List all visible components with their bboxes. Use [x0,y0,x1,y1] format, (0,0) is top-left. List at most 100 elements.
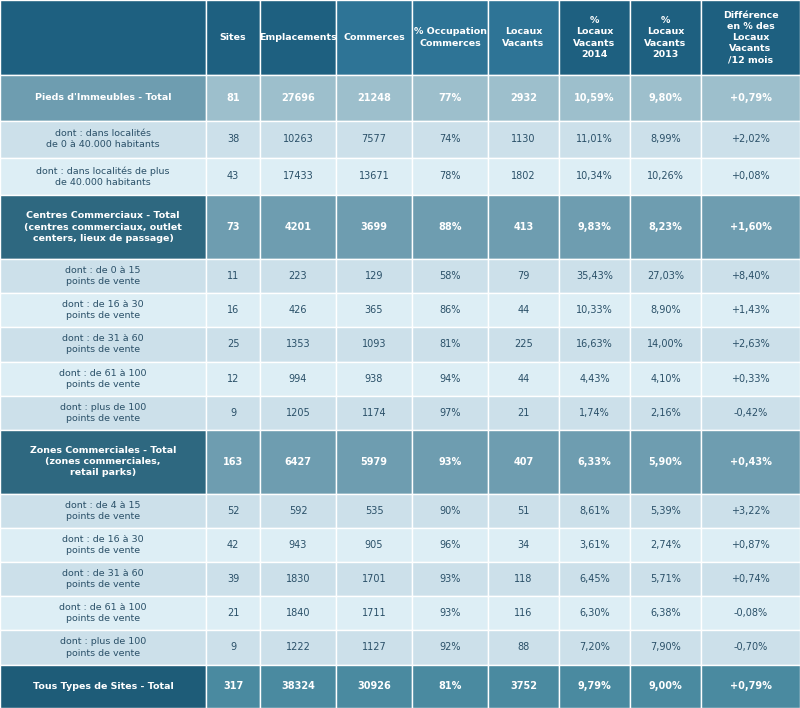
Text: +3,22%: +3,22% [731,506,770,516]
Text: Locaux
Vacants: Locaux Vacants [502,28,545,47]
Bar [0,430,206,494]
Bar [206,528,260,562]
Bar [336,158,412,195]
Bar [0,293,206,327]
Bar [559,494,630,528]
Bar [0,259,206,293]
Bar [630,494,701,528]
Text: 5,39%: 5,39% [650,506,681,516]
Text: -0,70%: -0,70% [734,642,768,653]
Bar [0,195,206,259]
Bar [206,75,260,120]
Text: 2932: 2932 [510,93,537,103]
Bar [412,0,488,75]
Bar [701,596,800,630]
Text: 1127: 1127 [362,642,386,653]
Text: 34: 34 [518,540,530,550]
Bar [412,75,488,120]
Bar [412,596,488,630]
Text: 17433: 17433 [282,171,314,181]
Text: Différence
en % des
Locaux
Vacants
/12 mois: Différence en % des Locaux Vacants /12 m… [722,11,778,64]
Bar [260,0,336,75]
Bar [701,396,800,430]
Bar [559,396,630,430]
Bar [0,362,206,396]
Text: 21: 21 [227,608,239,618]
Text: dont : dans localités de plus
de 40.000 habitants: dont : dans localités de plus de 40.000 … [36,166,170,187]
Text: dont : de 61 à 100
points de vente: dont : de 61 à 100 points de vente [59,603,146,624]
Text: 4,10%: 4,10% [650,374,681,384]
Bar [701,0,800,75]
Bar [701,75,800,120]
Text: 86%: 86% [439,305,461,315]
Bar [0,0,206,75]
Text: 2,16%: 2,16% [650,408,681,418]
Bar [260,75,336,120]
Bar [260,362,336,396]
Text: Centres Commerciaux - Total
(centres commerciaux, outlet
centers, lieux de passa: Centres Commerciaux - Total (centres com… [24,212,182,243]
Bar [701,562,800,596]
Bar [488,562,559,596]
Text: 44: 44 [518,374,530,384]
Text: 1802: 1802 [511,171,536,181]
Bar [412,293,488,327]
Bar [488,195,559,259]
Text: -0,42%: -0,42% [734,408,768,418]
Bar [630,562,701,596]
Bar [336,259,412,293]
Bar [630,430,701,494]
Bar [559,259,630,293]
Text: 943: 943 [289,540,307,550]
Text: 8,61%: 8,61% [579,506,610,516]
Bar [0,120,206,158]
Text: 10,33%: 10,33% [576,305,613,315]
Text: 8,90%: 8,90% [650,305,681,315]
Bar [488,630,559,665]
Text: 11: 11 [227,271,239,281]
Text: 81%: 81% [439,339,461,350]
Text: 93%: 93% [438,457,462,467]
Text: +0,87%: +0,87% [731,540,770,550]
Text: 90%: 90% [439,506,461,516]
Bar [412,362,488,396]
Text: 1,74%: 1,74% [579,408,610,418]
Text: 96%: 96% [439,540,461,550]
Text: 6427: 6427 [285,457,311,467]
Bar [260,528,336,562]
Bar [412,528,488,562]
Bar [336,396,412,430]
Bar [260,430,336,494]
Bar [630,362,701,396]
Text: dont : de 16 à 30
points de vente: dont : de 16 à 30 points de vente [62,300,144,320]
Bar [559,195,630,259]
Bar [488,293,559,327]
Bar [206,0,260,75]
Text: 10,59%: 10,59% [574,93,614,103]
Bar [559,562,630,596]
Bar [488,596,559,630]
Bar [488,665,559,708]
Text: dont : dans localités
de 0 à 40.000 habitants: dont : dans localités de 0 à 40.000 habi… [46,129,160,149]
Bar [559,293,630,327]
Text: 21248: 21248 [357,93,391,103]
Text: 7,20%: 7,20% [579,642,610,653]
Bar [701,494,800,528]
Bar [559,665,630,708]
Text: 30926: 30926 [357,681,391,691]
Bar [336,293,412,327]
Text: dont : de 31 à 60
points de vente: dont : de 31 à 60 points de vente [62,334,144,355]
Bar [630,158,701,195]
Text: 407: 407 [514,457,534,467]
Text: 413: 413 [514,222,534,232]
Text: +0,08%: +0,08% [731,171,770,181]
Text: 27696: 27696 [281,93,315,103]
Bar [630,396,701,430]
Bar [0,596,206,630]
Bar [206,562,260,596]
Text: 1353: 1353 [286,339,310,350]
Bar [630,528,701,562]
Text: +8,40%: +8,40% [731,271,770,281]
Text: 44: 44 [518,305,530,315]
Text: 116: 116 [514,608,533,618]
Text: Tous Types de Sites - Total: Tous Types de Sites - Total [33,682,174,691]
